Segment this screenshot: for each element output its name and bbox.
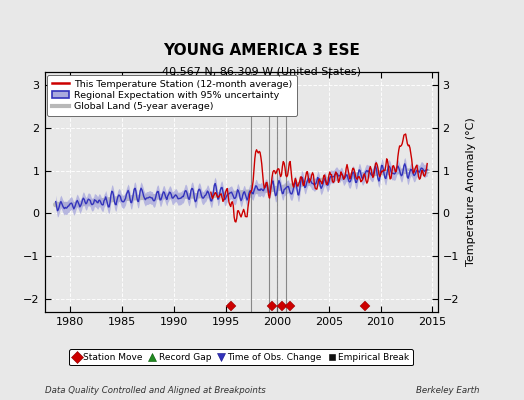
Text: Berkeley Earth: Berkeley Earth [416, 386, 479, 395]
Legend: Station Move, Record Gap, Time of Obs. Change, Empirical Break: Station Move, Record Gap, Time of Obs. C… [69, 349, 413, 366]
Text: YOUNG AMERICA 3 ESE: YOUNG AMERICA 3 ESE [163, 43, 361, 58]
Y-axis label: Temperature Anomaly (°C): Temperature Anomaly (°C) [466, 118, 476, 266]
Text: Data Quality Controlled and Aligned at Breakpoints: Data Quality Controlled and Aligned at B… [45, 386, 265, 395]
Legend: This Temperature Station (12-month average), Regional Expectation with 95% uncer: This Temperature Station (12-month avera… [47, 75, 297, 116]
Text: 40.567 N, 86.309 W (United States): 40.567 N, 86.309 W (United States) [162, 66, 362, 76]
